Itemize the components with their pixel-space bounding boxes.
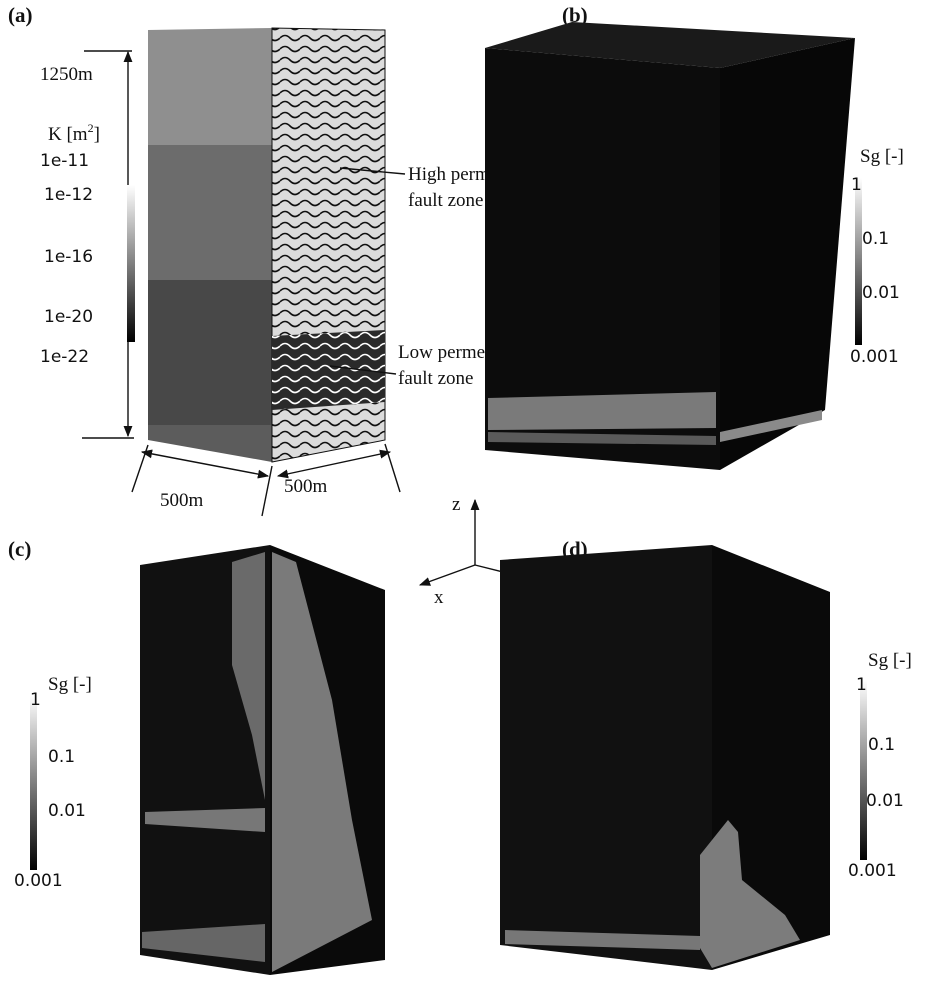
width-label: 500m: [160, 490, 204, 511]
dimension-tick: [385, 444, 400, 492]
gas-region: [488, 392, 716, 430]
colorbar-tick: 0.001: [14, 871, 63, 891]
colorbar: [855, 178, 862, 345]
colorbar-tick: 0.001: [848, 861, 897, 881]
colorbar-title: K [m2]: [48, 121, 100, 145]
colorbar-tick: 0.001: [850, 347, 899, 367]
layer: [148, 280, 272, 425]
colorbar: [860, 680, 867, 860]
layer: [148, 425, 272, 465]
layer: [148, 20, 272, 145]
annotation: fault zone: [398, 368, 473, 389]
colorbar-tick: 0.01: [866, 791, 904, 811]
colorbar-tick: 1: [856, 675, 867, 695]
colorbar-tick: 0.1: [48, 747, 75, 767]
colorbar-tick: 1e-22: [40, 347, 89, 367]
colorbar-tick: 0.1: [868, 735, 895, 755]
title-part: ]: [94, 124, 100, 145]
title-part: K [m: [48, 124, 88, 145]
colorbar-tick: 1: [30, 690, 41, 710]
colorbar-tick: 1e-16: [44, 247, 93, 267]
panel-label: (c): [8, 537, 31, 561]
panel-label: (a): [8, 3, 33, 27]
colorbar-tick: 1e-20: [44, 307, 93, 327]
colorbar-tick: 0.1: [862, 229, 889, 249]
axis-label: x: [434, 587, 444, 608]
colorbar-tick: 0.01: [862, 283, 900, 303]
block-front: [148, 20, 272, 465]
block-side: [720, 38, 855, 470]
height-label: 1250m: [40, 64, 93, 85]
annotation: fault zone: [408, 190, 483, 211]
layer: [148, 145, 272, 280]
colorbar: [127, 185, 135, 342]
colorbar-tick: 1e-11: [40, 151, 89, 171]
colorbar-tick: 1: [851, 175, 862, 195]
axis-label: z: [452, 494, 460, 515]
dimension-tick: [262, 466, 272, 516]
block-front: [500, 545, 712, 970]
colorbar-tick: 0.01: [48, 801, 86, 821]
colorbar-title: Sg [-]: [48, 674, 92, 695]
width-label: 500m: [284, 476, 328, 497]
colorbar: [30, 695, 37, 870]
colorbar-tick: 1e-12: [44, 185, 93, 205]
axis-arrow: [420, 565, 475, 585]
figure: (a) 1250m K [m2] 1e-11 1e-12 1e-16 1e-20…: [0, 0, 933, 981]
colorbar-title: Sg [-]: [868, 650, 912, 671]
colorbar-title: Sg [-]: [860, 146, 904, 167]
